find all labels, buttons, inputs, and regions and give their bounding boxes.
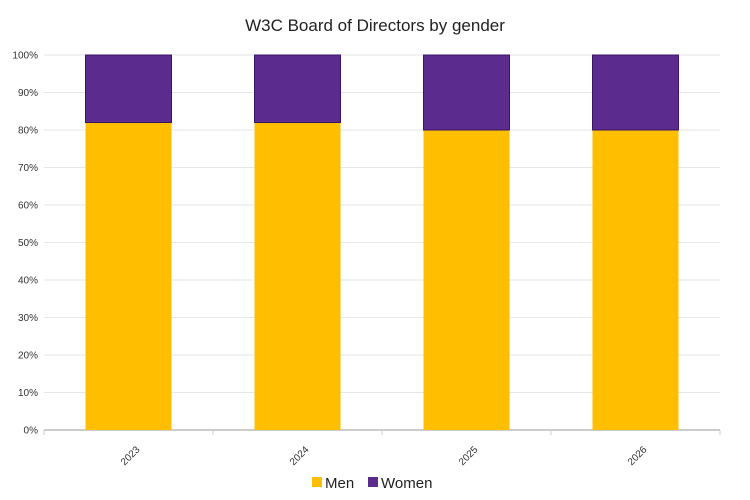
y-tick-label: 90% bbox=[18, 88, 38, 99]
legend-swatch-men bbox=[312, 477, 322, 487]
x-axis: 2023 2024 2025 2026 bbox=[43, 430, 721, 468]
bar-men-2026 bbox=[592, 130, 679, 430]
x-tick-label: 2025 bbox=[457, 444, 481, 468]
legend-swatch-women bbox=[368, 477, 378, 487]
x-tick-label: 2023 bbox=[119, 444, 143, 468]
y-tick-label: 40% bbox=[18, 276, 38, 287]
y-tick-label: 100% bbox=[12, 51, 38, 62]
chart-title: W3C Board of Directors by gender bbox=[245, 16, 505, 35]
bars bbox=[85, 54, 679, 430]
bar-men-2023 bbox=[85, 122, 172, 430]
y-tick-label: 70% bbox=[18, 163, 38, 174]
y-tick-label: 10% bbox=[18, 388, 38, 399]
y-tick-label: 50% bbox=[18, 238, 38, 249]
bar-women-2024 bbox=[254, 54, 341, 123]
bar-women-2026 bbox=[592, 54, 679, 131]
legend: Men Women bbox=[312, 475, 432, 492]
bar-women-2023 bbox=[85, 54, 172, 123]
y-tick-label: 60% bbox=[18, 201, 38, 212]
bar-men-2024 bbox=[254, 122, 341, 430]
bar-women-2025 bbox=[423, 54, 510, 131]
y-tick-label: 30% bbox=[18, 313, 38, 324]
y-tick-label: 80% bbox=[18, 126, 38, 137]
y-tick-label: 20% bbox=[18, 351, 38, 362]
bar-men-2025 bbox=[423, 130, 510, 430]
legend-label-women: Women bbox=[381, 475, 432, 492]
y-axis: 0% 10% 20% 30% 40% 50% 60% 70% 80% 90% 100% bbox=[12, 51, 38, 437]
y-tick-label: 0% bbox=[24, 426, 39, 437]
legend-label-men: Men bbox=[325, 475, 354, 492]
x-tick-label: 2026 bbox=[626, 444, 650, 468]
x-tick-label: 2024 bbox=[288, 444, 312, 468]
